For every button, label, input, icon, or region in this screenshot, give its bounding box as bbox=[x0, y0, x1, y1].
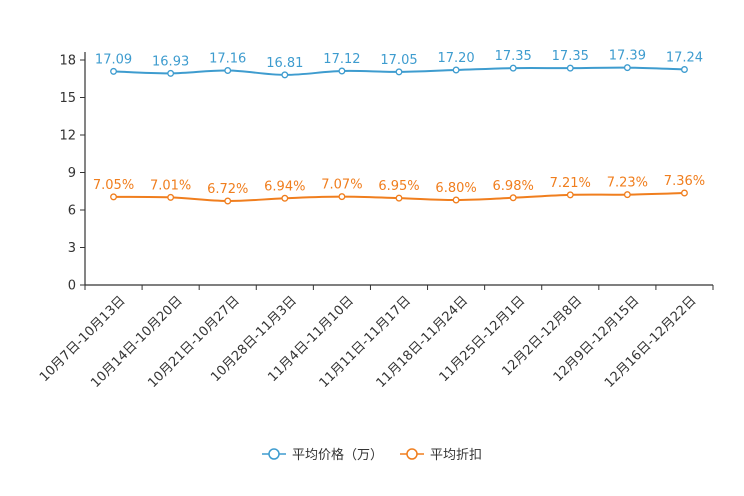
data-label: 17.24 bbox=[666, 51, 703, 66]
data-point bbox=[167, 69, 175, 77]
data-point bbox=[566, 191, 574, 199]
data-label: 7.36% bbox=[664, 174, 705, 189]
data-label: 6.95% bbox=[378, 179, 419, 194]
axes: 036912151810月7日-10月13日10月14日-10月20日10月21… bbox=[37, 52, 714, 391]
data-point bbox=[452, 196, 460, 204]
data-label: 17.35 bbox=[495, 49, 532, 64]
data-label: 6.80% bbox=[435, 181, 476, 196]
data-label: 17.35 bbox=[552, 49, 589, 64]
data-label: 16.93 bbox=[152, 54, 189, 69]
data-label: 17.09 bbox=[95, 52, 132, 67]
data-label: 6.94% bbox=[264, 179, 305, 194]
series-lines bbox=[110, 64, 688, 205]
legend-item-0[interactable]: 平均价格（万） bbox=[262, 447, 383, 463]
legend-item-1[interactable]: 平均折扣 bbox=[400, 448, 482, 463]
data-point bbox=[338, 193, 346, 201]
data-label: 16.81 bbox=[266, 56, 303, 71]
data-label: 17.20 bbox=[437, 51, 474, 66]
data-point bbox=[224, 197, 232, 205]
data-label: 7.07% bbox=[321, 178, 362, 193]
data-label: 17.16 bbox=[209, 52, 246, 67]
data-point bbox=[566, 64, 574, 72]
data-point bbox=[395, 194, 403, 202]
y-tick-label: 12 bbox=[59, 129, 76, 144]
data-point bbox=[452, 66, 460, 74]
data-label: 7.21% bbox=[550, 176, 591, 191]
legend-label: 平均价格（万） bbox=[292, 447, 383, 463]
data-label: 6.72% bbox=[207, 182, 248, 197]
data-point bbox=[623, 191, 631, 199]
y-tick-label: 15 bbox=[59, 91, 76, 106]
data-point bbox=[509, 194, 517, 202]
data-point bbox=[224, 67, 232, 74]
data-label: 17.12 bbox=[323, 52, 360, 67]
y-tick-label: 3 bbox=[68, 241, 76, 256]
data-labels: 17.09 16.93 17.16 16.81 17.12 17.05 17.20 17.35… bbox=[93, 49, 705, 197]
data-label: 6.98% bbox=[493, 179, 534, 194]
data-point bbox=[110, 193, 117, 201]
data-label: 17.39 bbox=[609, 49, 646, 64]
legend[interactable]: 平均价格（万） 平均折扣 bbox=[262, 447, 482, 463]
data-point bbox=[623, 64, 631, 72]
legend-label: 平均折扣 bbox=[430, 448, 482, 463]
y-tick-label: 9 bbox=[68, 166, 76, 181]
data-point bbox=[281, 71, 289, 79]
data-point bbox=[681, 66, 688, 73]
legend-marker-icon bbox=[406, 448, 418, 460]
data-label: 17.05 bbox=[380, 53, 417, 68]
data-point bbox=[167, 193, 175, 201]
data-point bbox=[395, 68, 403, 76]
data-point bbox=[110, 67, 117, 75]
legend-marker-icon bbox=[268, 448, 280, 460]
data-point bbox=[681, 189, 688, 197]
y-tick-label: 0 bbox=[68, 279, 76, 294]
data-point bbox=[509, 64, 517, 72]
y-tick-label: 18 bbox=[59, 54, 76, 69]
y-tick-label: 6 bbox=[68, 204, 76, 219]
data-point bbox=[281, 194, 289, 202]
data-label: 7.01% bbox=[150, 178, 191, 193]
data-label: 7.23% bbox=[607, 176, 648, 191]
data-point bbox=[338, 67, 346, 75]
data-label: 7.05% bbox=[93, 178, 134, 193]
